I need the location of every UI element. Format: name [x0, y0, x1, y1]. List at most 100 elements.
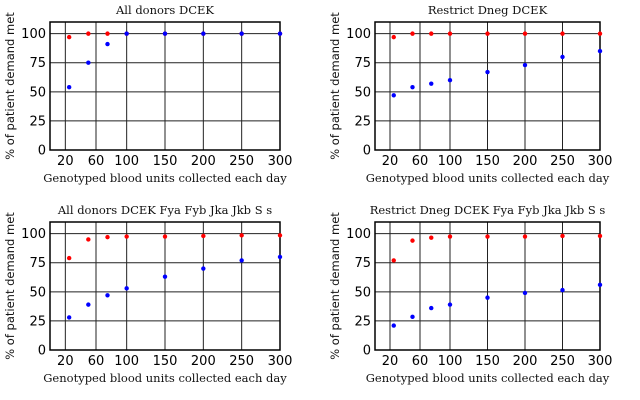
y-tick-label: 0	[363, 344, 371, 359]
x-tick-label: 250	[229, 354, 254, 369]
blue-data-point	[239, 258, 244, 263]
x-tick-label: 100	[438, 354, 463, 369]
red-data-point	[277, 233, 283, 238]
y-tick-label: 75	[354, 256, 371, 271]
y-tick-label: 50	[354, 85, 371, 100]
y-axis-label: % of patient demand met	[3, 212, 17, 360]
x-tick-label: 20	[382, 154, 399, 169]
blue-data-point	[447, 77, 453, 83]
x-tick-label: 300	[588, 154, 613, 169]
blue-data-point	[560, 287, 565, 293]
blue-data-point	[410, 314, 415, 320]
x-axis-label: Genotyped blood units collected each day	[366, 171, 610, 185]
blue-data-point	[66, 84, 72, 90]
y-tick-label: 50	[354, 285, 371, 300]
blue-data-point	[105, 41, 110, 47]
blue-data-point	[86, 60, 91, 65]
blue-data-point	[201, 266, 206, 271]
red-data-point	[239, 233, 244, 238]
subplot-1: 0 25 50 75 100 20 60 100 150 200 250 300 All donors …	[3, 3, 292, 185]
y-axis-label: % of patient demand met	[328, 12, 342, 160]
red-data-point	[105, 234, 110, 240]
axes-frame	[49, 21, 281, 151]
red-data-point	[162, 234, 168, 239]
y-tick-label: 100	[346, 227, 371, 242]
x-tick-label: 250	[550, 154, 575, 169]
blue-data-point	[410, 84, 415, 90]
blue-data-point	[597, 48, 603, 54]
x-tick-label: 150	[475, 154, 500, 169]
blue-data-point	[522, 62, 528, 68]
y-tick-label: 25	[29, 114, 46, 129]
axes-frame	[49, 221, 281, 351]
blue-data-point	[429, 305, 434, 311]
x-tick-label: 20	[382, 354, 399, 369]
red-data-point	[522, 31, 528, 36]
x-tick-label: 200	[191, 154, 216, 169]
x-axis-label: Genotyped blood units collected each day	[43, 371, 287, 385]
red-data-point	[86, 31, 91, 36]
red-data-point	[560, 233, 565, 239]
red-data-point	[391, 258, 396, 263]
red-data-point	[447, 31, 453, 36]
y-tick-label: 0	[363, 144, 371, 159]
y-tick-label: 50	[29, 285, 46, 300]
y-tick-label: 100	[21, 227, 46, 242]
subplot-4: 0 25 50 75 100 20 60 100 150 200 250 300 Restrict Dn…	[328, 203, 612, 385]
blue-data-point	[86, 302, 91, 307]
x-tick-label: 20	[57, 354, 74, 369]
x-tick-label: 150	[475, 354, 500, 369]
red-data-point	[105, 31, 110, 36]
y-tick-label: 25	[29, 314, 46, 329]
blue-data-point	[105, 293, 110, 298]
x-tick-label: 300	[268, 154, 293, 169]
x-axis-label: Genotyped blood units collected each day	[43, 171, 287, 185]
y-tick-label: 75	[29, 56, 46, 71]
y-tick-label: 75	[29, 256, 46, 271]
blue-data-point	[162, 274, 168, 279]
blue-data-point	[277, 31, 283, 36]
y-tick-label: 50	[29, 85, 46, 100]
x-tick-label: 250	[550, 354, 575, 369]
x-tick-label: 200	[513, 354, 538, 369]
red-data-point	[522, 234, 528, 239]
red-data-point	[429, 31, 434, 36]
red-data-point	[447, 234, 453, 239]
blue-data-point	[560, 54, 565, 60]
red-data-point	[391, 34, 396, 40]
red-data-point	[560, 31, 565, 36]
y-tick-label: 25	[354, 114, 371, 129]
blue-data-point	[124, 31, 129, 36]
red-data-point	[66, 34, 72, 40]
subplot-3: 0 25 50 75 100 20 60 100 150 200 250 300 All donors …	[3, 203, 292, 385]
blue-data-point	[429, 81, 434, 86]
red-data-point	[485, 31, 490, 36]
red-data-point	[410, 238, 415, 243]
subplot-title: All donors DCEK Fya Fyb Jka Jkb S s	[57, 203, 272, 217]
blue-data-point	[239, 31, 244, 36]
y-tick-label: 25	[354, 314, 371, 329]
y-tick-label: 100	[21, 27, 46, 42]
x-tick-label: 200	[191, 354, 216, 369]
red-data-point	[124, 234, 129, 239]
y-axis-label: % of patient demand met	[3, 12, 17, 160]
subplot-title: Restrict Dneg DCEK	[428, 3, 548, 17]
red-data-point	[429, 235, 434, 240]
y-tick-label: 0	[38, 144, 46, 159]
red-data-point	[66, 255, 72, 261]
subplot-title: All donors DCEK	[115, 3, 214, 17]
x-tick-label: 300	[588, 354, 613, 369]
x-tick-label: 20	[57, 154, 74, 169]
red-data-point	[86, 237, 91, 242]
x-tick-label: 60	[88, 154, 105, 169]
blue-data-point	[277, 254, 283, 260]
red-data-point	[485, 234, 490, 239]
x-tick-label: 60	[88, 354, 105, 369]
blue-data-point	[485, 295, 490, 300]
blue-data-point	[66, 315, 72, 320]
red-data-point	[201, 233, 206, 239]
x-tick-label: 300	[268, 354, 293, 369]
blue-data-point	[391, 93, 396, 98]
y-tick-label: 100	[346, 27, 371, 42]
